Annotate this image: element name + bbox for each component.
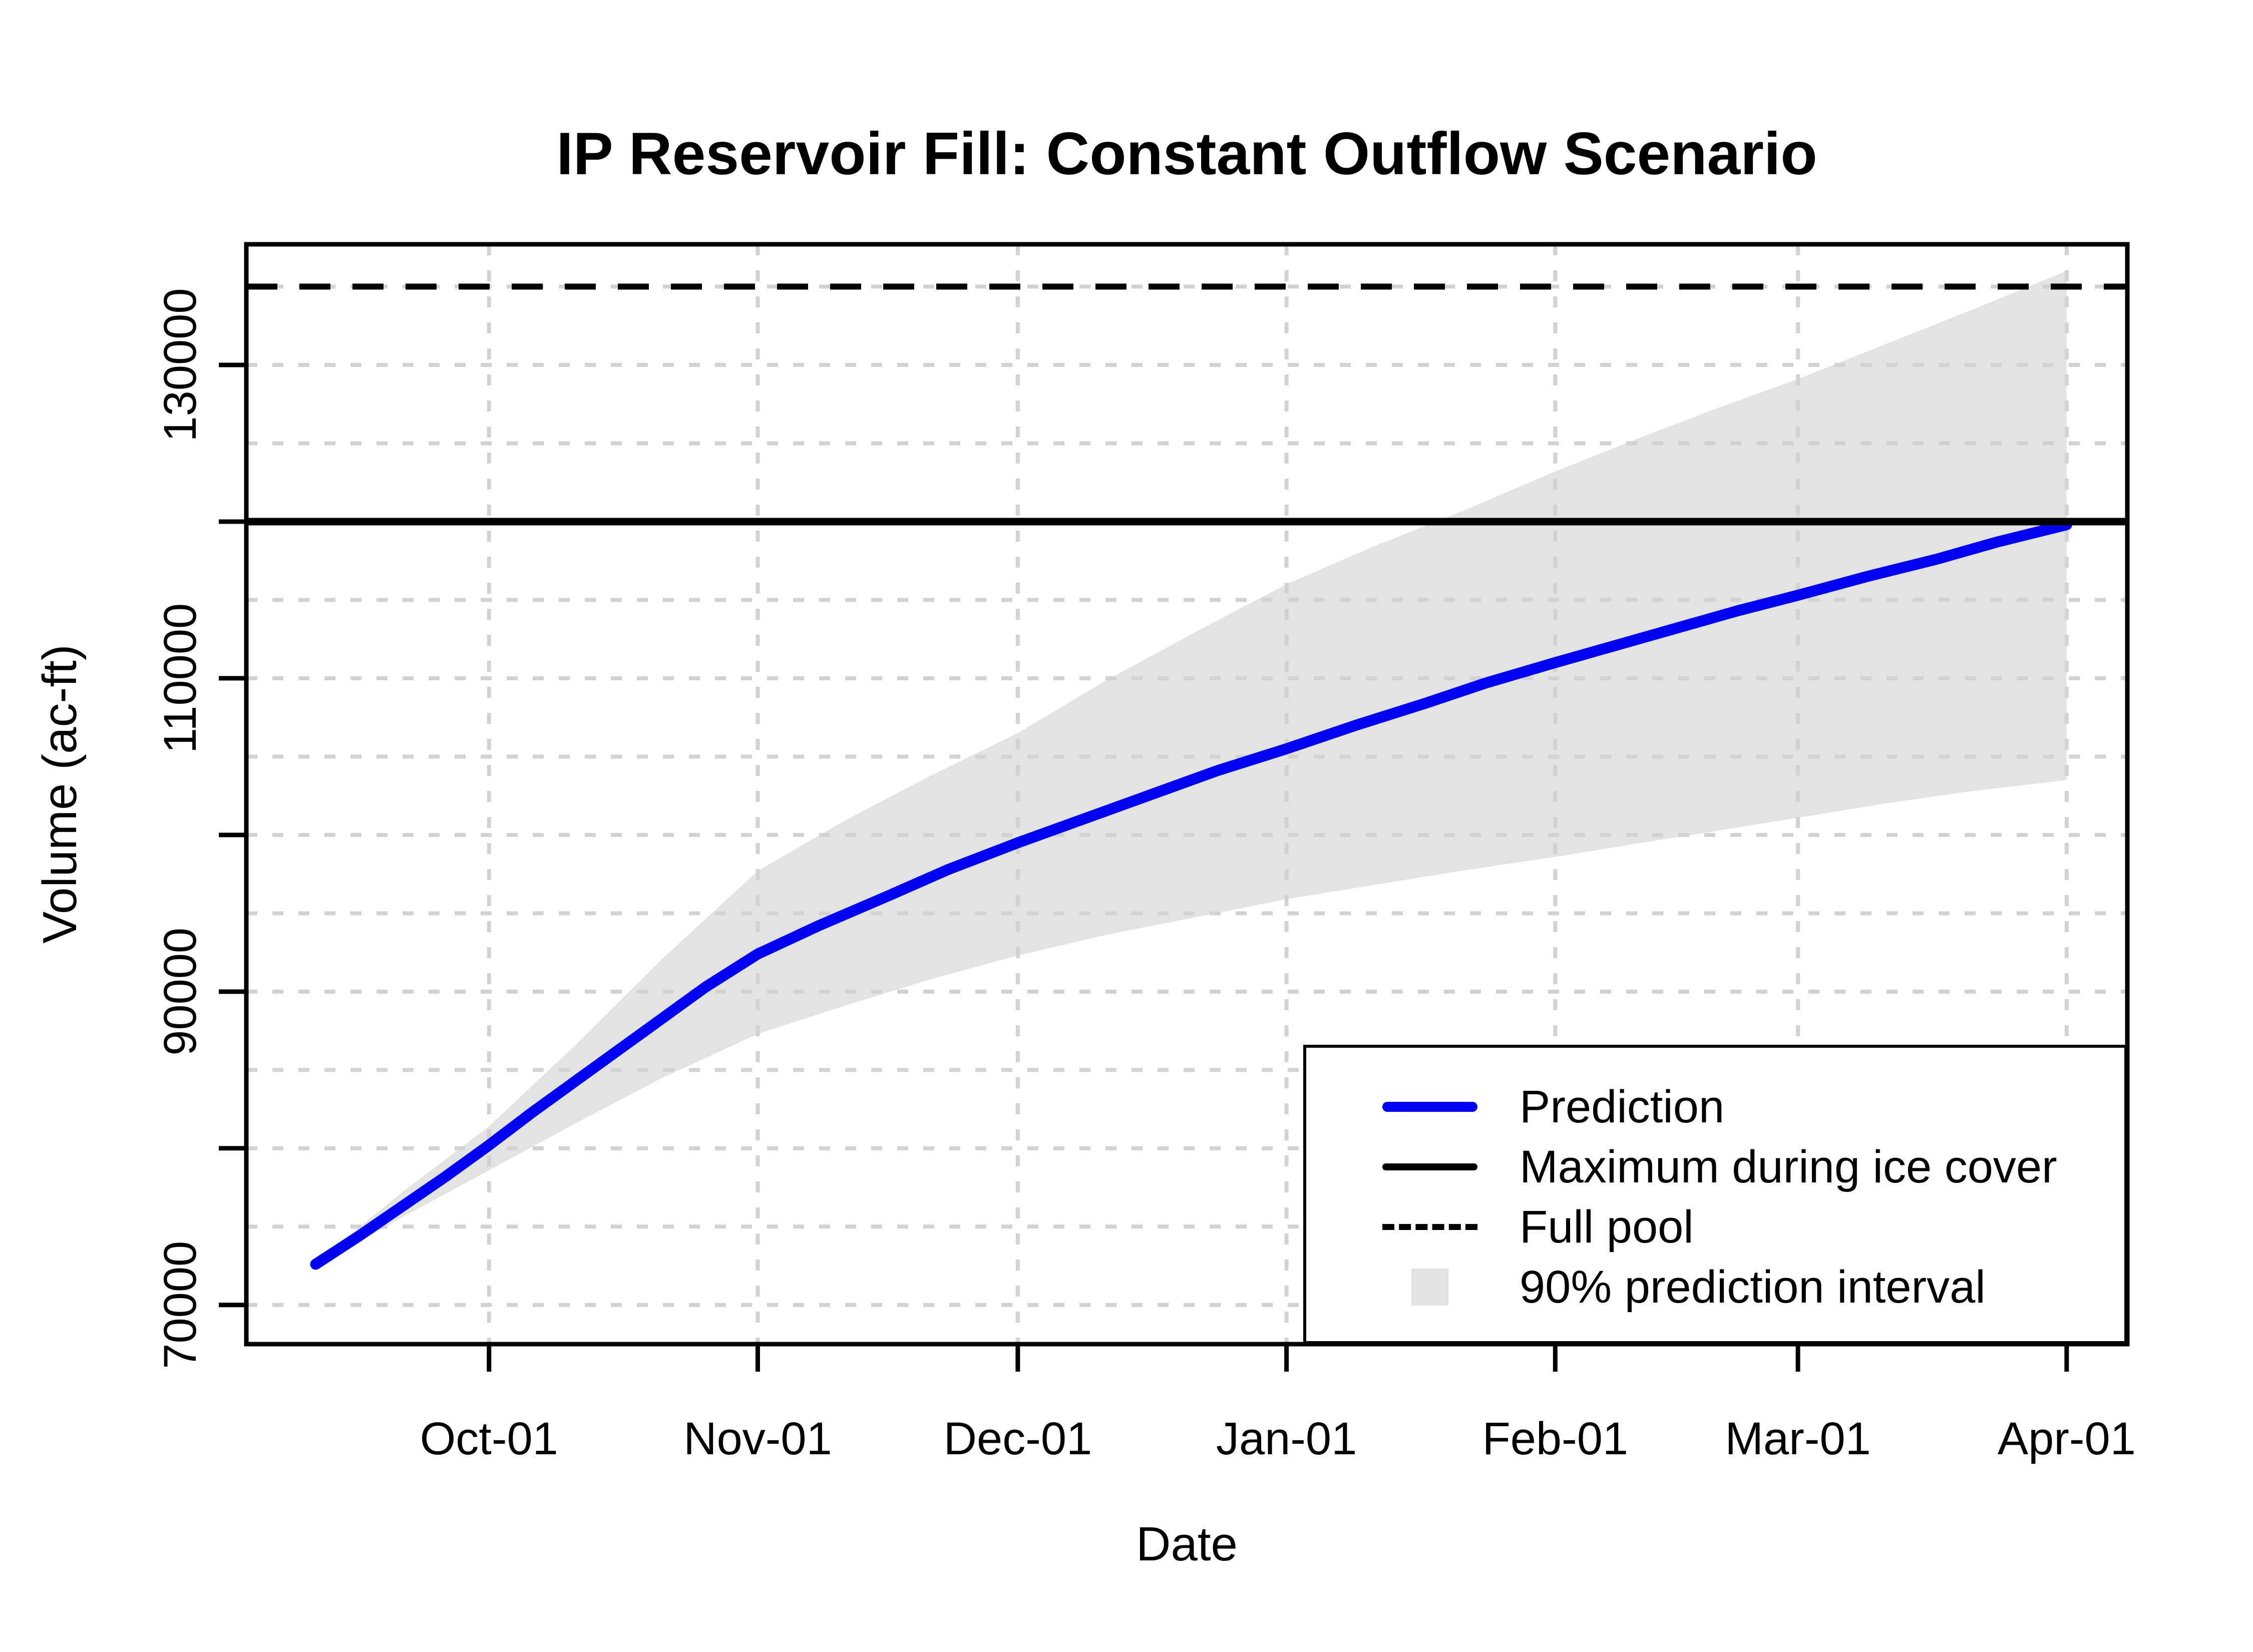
legend-item-max-ice: Maximum during ice cover <box>1306 1137 2124 1197</box>
prediction-line <box>310 519 2072 1270</box>
y-axis-title: Volume (ac-ft) <box>33 644 87 944</box>
x-tick-label: Oct-01 <box>420 1413 558 1464</box>
x-axis-title: Date <box>1136 1517 1238 1571</box>
legend-label: Full pool <box>1520 1201 1694 1253</box>
x-tick-label: Jan-01 <box>1216 1413 1357 1464</box>
prediction-line-swatch-icon <box>1382 1102 1477 1112</box>
chart-title: IP Reservoir Fill: Constant Outflow Scen… <box>556 120 1817 187</box>
x-tick-label: Apr-01 <box>1998 1413 2136 1464</box>
legend-item-full-pool: Full pool <box>1306 1197 2124 1257</box>
legend-item-interval: 90% prediction interval <box>1306 1257 2124 1317</box>
legend-item-prediction: Prediction <box>1306 1077 2124 1137</box>
x-tick-label: Dec-01 <box>944 1413 1092 1464</box>
x-tick-label: Feb-01 <box>1482 1413 1629 1464</box>
max-ice-line-swatch-icon <box>1382 1163 1477 1170</box>
legend: Prediction Maximum during ice cover Full… <box>1303 1045 2127 1344</box>
y-tick-label: 70000 <box>155 1241 206 1369</box>
y-tick-label: 130000 <box>155 288 206 442</box>
y-tick-label: 110000 <box>155 603 206 753</box>
x-tick-label: Mar-01 <box>1725 1413 1870 1464</box>
y-tick-label: 90000 <box>155 928 206 1056</box>
legend-label: Maximum during ice cover <box>1520 1141 2057 1192</box>
legend-label: Prediction <box>1520 1081 1725 1132</box>
full-pool-line-swatch-icon <box>1382 1224 1477 1230</box>
plot-border <box>244 242 2130 1347</box>
x-tick-label: Nov-01 <box>683 1413 832 1464</box>
interval-box-swatch-icon <box>1411 1269 1448 1306</box>
legend-label: 90% prediction interval <box>1520 1261 1986 1313</box>
